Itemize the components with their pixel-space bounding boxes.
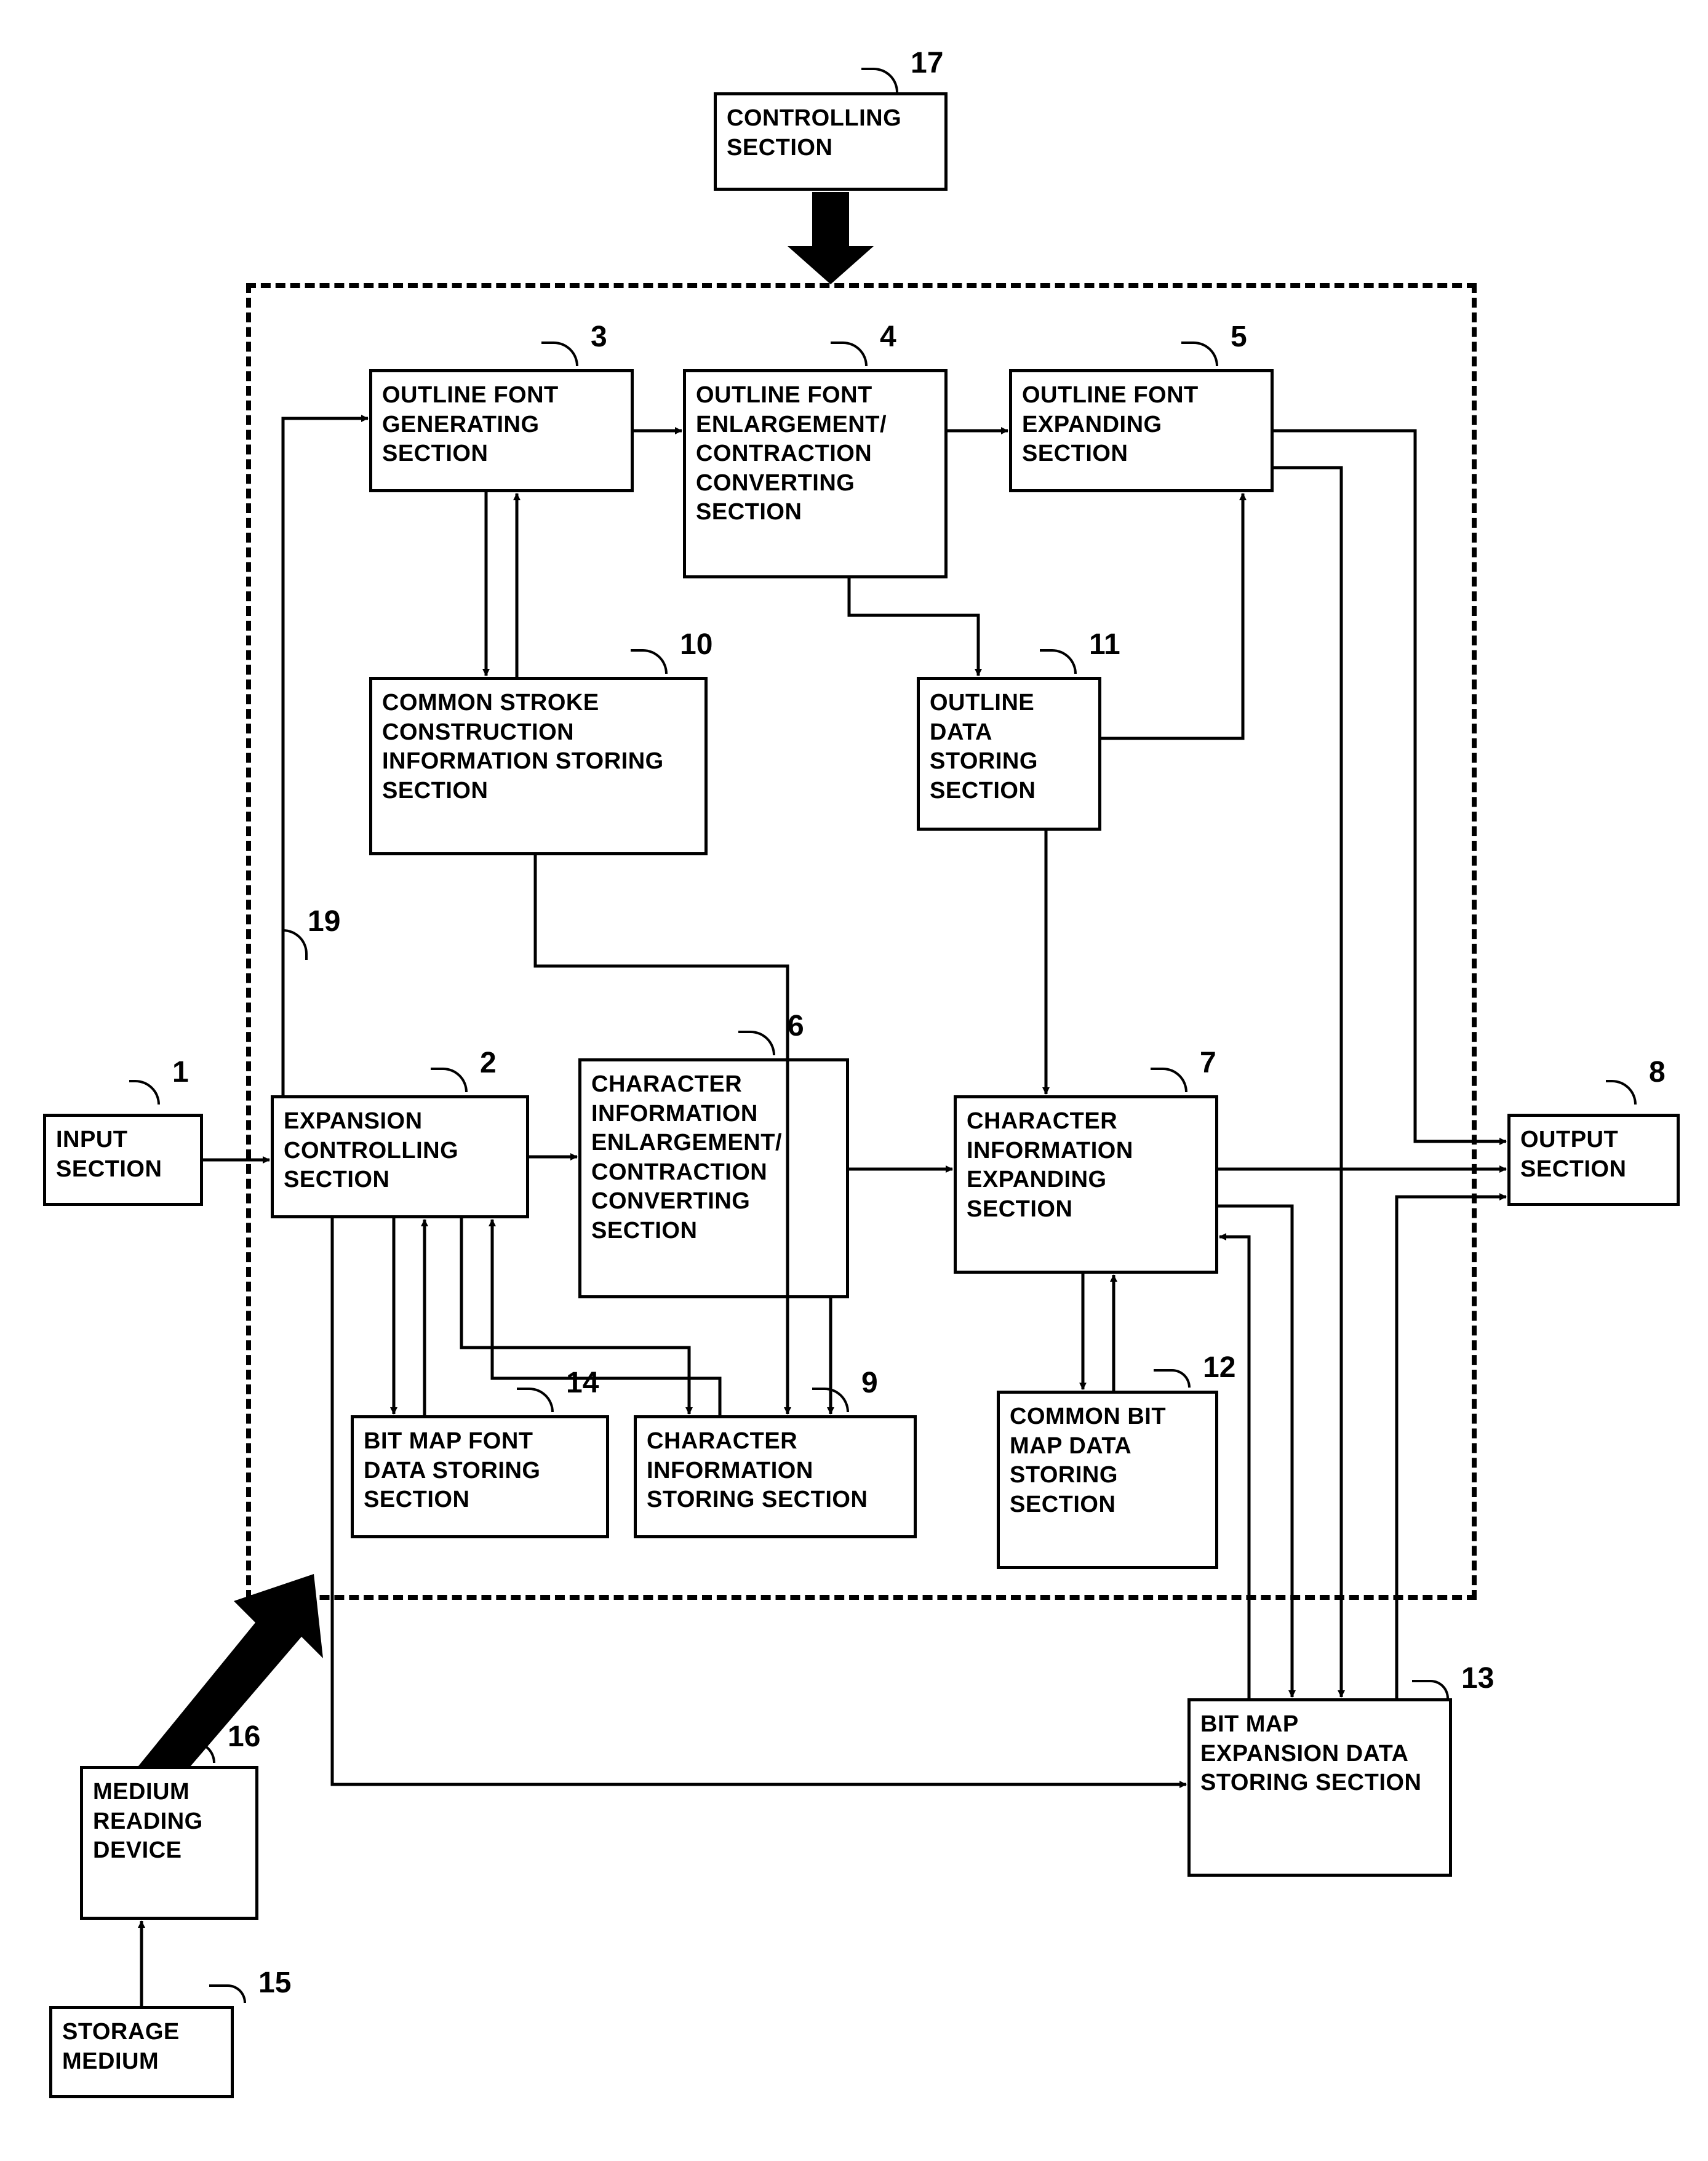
box-label: CONTROLLING SECTION	[727, 105, 901, 161]
num-15: 15	[258, 1966, 291, 2000]
lead-1	[129, 1080, 160, 1104]
box-output-section: OUTPUT SECTION	[1507, 1114, 1680, 1206]
diagram-canvas: CONTROLLING SECTION 17 OUTLINE FONT GENE…	[0, 0, 1708, 2161]
lead-8	[1606, 1080, 1637, 1104]
box-outline-font-expanding: OUTLINE FONT EXPANDING SECTION	[1009, 369, 1274, 492]
box-character-info-storing: CHARACTER INFORMATION STORING SECTION	[634, 1415, 917, 1538]
lead-15	[209, 1984, 246, 2003]
num-1: 1	[172, 1055, 189, 1089]
box-medium-reading-device: MEDIUM READING DEVICE	[80, 1766, 258, 1920]
num-2: 2	[480, 1046, 497, 1080]
lead-16	[185, 1741, 215, 1763]
box-storage-medium: STORAGE MEDIUM	[49, 2006, 234, 2098]
box-label: CHARACTER INFORMATION EXPANDING SECTION	[967, 1108, 1133, 1222]
box-label: OUTLINE DATA STORING SECTION	[930, 690, 1038, 804]
num-4: 4	[880, 320, 896, 354]
box-expansion-controlling: EXPANSION CONTROLLING SECTION	[271, 1095, 529, 1218]
thick-arrow-17	[788, 192, 874, 284]
num-10: 10	[680, 628, 712, 661]
box-label: OUTPUT SECTION	[1520, 1127, 1626, 1182]
num-19: 19	[308, 905, 340, 938]
num-3: 3	[591, 320, 607, 354]
num-5: 5	[1231, 320, 1247, 354]
box-label: BIT MAP FONT DATA STORING SECTION	[364, 1428, 540, 1512]
box-input-section: INPUT SECTION	[43, 1114, 203, 1206]
box-label: OUTLINE FONT ENLARGEMENT/ CONTRACTION CO…	[696, 382, 887, 525]
box-label: COMMON BIT MAP DATA STORING SECTION	[1010, 1404, 1166, 1517]
num-17: 17	[911, 46, 943, 80]
box-outline-font-generating: OUTLINE FONT GENERATING SECTION	[369, 369, 634, 492]
box-bitmap-expansion-storing: BIT MAP EXPANSION DATA STORING SECTION	[1187, 1698, 1452, 1877]
num-14: 14	[566, 1366, 599, 1400]
box-outline-data-storing: OUTLINE DATA STORING SECTION	[917, 677, 1101, 831]
lead-17	[861, 68, 898, 92]
num-11: 11	[1089, 628, 1120, 661]
box-label: OUTLINE FONT GENERATING SECTION	[382, 382, 559, 466]
num-16: 16	[228, 1720, 260, 1754]
box-outline-font-enlargement: OUTLINE FONT ENLARGEMENT/ CONTRACTION CO…	[683, 369, 948, 578]
box-label: BIT MAP EXPANSION DATA STORING SECTION	[1200, 1711, 1421, 1796]
lead-13	[1412, 1680, 1449, 1698]
box-label: MEDIUM READING DEVICE	[93, 1779, 203, 1863]
box-character-info-enlargement: CHARACTER INFORMATION ENLARGEMENT/ CONTR…	[578, 1058, 849, 1298]
box-label: COMMON STROKE CONSTRUCTION INFORMATION S…	[382, 690, 664, 804]
box-label: OUTLINE FONT EXPANDING SECTION	[1022, 382, 1199, 466]
num-13: 13	[1461, 1661, 1494, 1695]
box-common-stroke: COMMON STROKE CONSTRUCTION INFORMATION S…	[369, 677, 708, 855]
box-controlling-section: CONTROLLING SECTION	[714, 92, 948, 191]
num-12: 12	[1203, 1351, 1235, 1384]
box-character-info-expanding: CHARACTER INFORMATION EXPANDING SECTION	[954, 1095, 1218, 1274]
box-label: CHARACTER INFORMATION ENLARGEMENT/ CONTR…	[591, 1071, 782, 1244]
num-8: 8	[1649, 1055, 1666, 1089]
num-6: 6	[788, 1009, 804, 1043]
box-label: EXPANSION CONTROLLING SECTION	[284, 1108, 458, 1192]
box-bitmap-font-storing: BIT MAP FONT DATA STORING SECTION	[351, 1415, 609, 1538]
num-7: 7	[1200, 1046, 1216, 1080]
num-9: 9	[861, 1366, 878, 1400]
box-common-bitmap-storing: COMMON BIT MAP DATA STORING SECTION	[997, 1391, 1218, 1569]
box-label: CHARACTER INFORMATION STORING SECTION	[647, 1428, 868, 1512]
box-label: INPUT SECTION	[56, 1127, 162, 1182]
box-label: STORAGE MEDIUM	[62, 2019, 180, 2074]
